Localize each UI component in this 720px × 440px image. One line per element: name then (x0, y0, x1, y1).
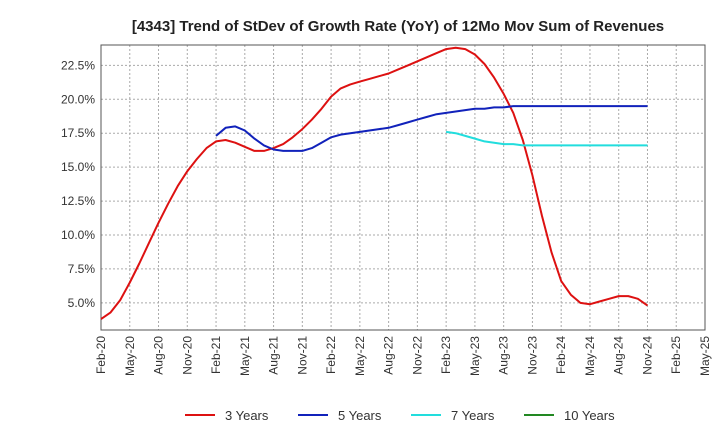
grid-lines (100, 45, 706, 330)
series-lines (100, 46, 649, 320)
y-tick-label: 22.5% (61, 58, 95, 72)
y-tick-label: 15.0% (61, 160, 95, 174)
y-axis: 5.0% 7.5% 10.0% 12.5% 15.0% 17.5% 20.0% 22.5% (61, 58, 95, 310)
x-tick-label: Nov-20 (180, 336, 194, 375)
x-tick-label: Aug-22 (382, 336, 396, 375)
x-tick-label: Feb-25 (669, 336, 683, 374)
x-tick-label: May-22 (353, 336, 367, 376)
x-tick-label: Feb-23 (439, 336, 453, 374)
y-tick-label: 5.0% (68, 296, 96, 310)
y-tick-label: 12.5% (61, 194, 95, 208)
x-tick-label: May-24 (583, 336, 597, 376)
series-line-5-years (215, 105, 648, 152)
legend-label: 5 Years (338, 408, 382, 423)
legend: 3 Years 5 Years 7 Years 10 Years (185, 408, 615, 423)
x-tick-label: Nov-23 (525, 336, 539, 375)
x-tick-label: Feb-20 (94, 336, 108, 374)
series-line-7-years (445, 130, 648, 147)
x-tick-label: Feb-24 (554, 336, 568, 374)
y-tick-label: 10.0% (61, 228, 95, 242)
series-line-3-years (100, 46, 649, 320)
y-tick-label: 20.0% (61, 92, 95, 106)
x-tick-label: Nov-24 (640, 336, 654, 375)
plot-area (100, 44, 706, 331)
x-tick-label: May-23 (468, 336, 482, 376)
x-tick-label: Feb-21 (209, 336, 223, 374)
x-tick-label: Nov-22 (410, 336, 424, 375)
x-axis: Feb-20 May-20 Aug-20 Nov-20 Feb-21 May-21 Aug-… (94, 336, 712, 376)
x-tick-label: Aug-24 (612, 336, 626, 375)
x-tick-label: May-20 (123, 336, 137, 376)
chart-title: [4343] Trend of StDev of Growth Rate (Yo… (132, 18, 664, 35)
legend-label: 10 Years (564, 408, 615, 423)
x-tick-label: Aug-23 (497, 336, 511, 375)
x-tick-label: Feb-22 (324, 336, 338, 374)
y-tick-label: 17.5% (61, 126, 95, 140)
legend-label: 3 Years (225, 408, 269, 423)
legend-label: 7 Years (451, 408, 495, 423)
x-tick-label: May-25 (698, 336, 712, 376)
x-tick-label: Aug-21 (267, 336, 281, 375)
x-tick-label: Aug-20 (152, 336, 166, 375)
x-tick-label: May-21 (238, 336, 252, 376)
x-tick-label: Nov-21 (295, 336, 309, 375)
y-tick-label: 7.5% (68, 262, 96, 276)
